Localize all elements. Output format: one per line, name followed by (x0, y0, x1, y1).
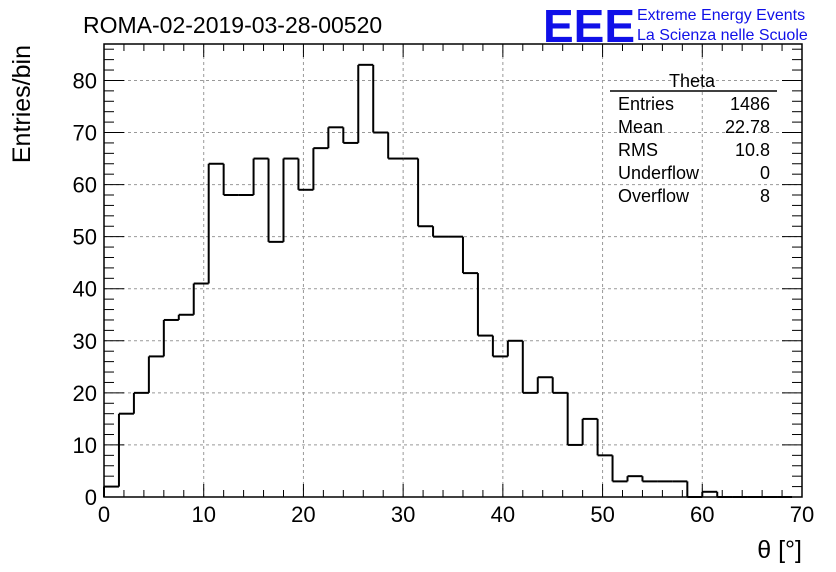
stats-title: Theta (669, 71, 716, 91)
x-tick-label: 30 (391, 502, 415, 527)
stats-row-value: 22.78 (725, 117, 770, 137)
stats-row-value: 10.8 (735, 140, 770, 160)
x-tick-label: 20 (291, 502, 315, 527)
eee-logo: EEE Extreme Energy Events La Scienza nel… (543, 0, 808, 52)
x-tick-label: 0 (98, 502, 110, 527)
stats-row-label: Entries (618, 94, 674, 114)
stats-row-label: Underflow (618, 163, 700, 183)
logo-line-1: Extreme Energy Events (637, 7, 805, 24)
y-tick-label: 10 (73, 433, 97, 458)
stats-row-value: 0 (760, 163, 770, 183)
y-tick-label: 70 (73, 121, 97, 146)
plot-border (103, 43, 803, 498)
y-tick-labels: 0 10 20 30 40 50 60 70 80 (73, 68, 97, 510)
y-axis-label: Entries/bin (8, 45, 36, 163)
plot-frame (103, 43, 803, 498)
stats-rows: Entries 1486 Mean 22.78 RMS 10.8 Underflow 0 Ove… (618, 94, 770, 206)
x-tick-label: 50 (590, 502, 614, 527)
x-tick-label: 60 (690, 502, 714, 527)
stats-row-label: Mean (618, 117, 663, 137)
stats-row-label: RMS (618, 140, 658, 160)
y-tick-label: 30 (73, 329, 97, 354)
y-tick-label: 60 (73, 173, 97, 198)
y-tick-label: 50 (73, 225, 97, 250)
stats-row-value: 8 (760, 186, 770, 206)
logo-line-2: La Scienza nelle Scuole (637, 27, 808, 44)
y-tick-label: 20 (73, 381, 97, 406)
axis-ticks (103, 44, 803, 498)
y-tick-label: 80 (73, 68, 97, 93)
chart-title: ROMA-02-2019-03-28-00520 (83, 12, 382, 38)
stats-row-label: Overflow (618, 186, 690, 206)
x-tick-label: 10 (191, 502, 215, 527)
x-tick-label: 40 (491, 502, 515, 527)
y-tick-label: 0 (85, 485, 97, 510)
stats-row-value: 1486 (730, 94, 770, 114)
x-axis-label: θ [°] (757, 536, 802, 564)
y-tick-label: 40 (73, 277, 97, 302)
x-tick-labels: 0 10 20 30 40 50 60 70 (98, 502, 814, 527)
stats-box: Theta Entries 1486 Mean 22.78 RMS 10.8 Underfl… (610, 71, 777, 206)
x-tick-label: 70 (790, 502, 814, 527)
